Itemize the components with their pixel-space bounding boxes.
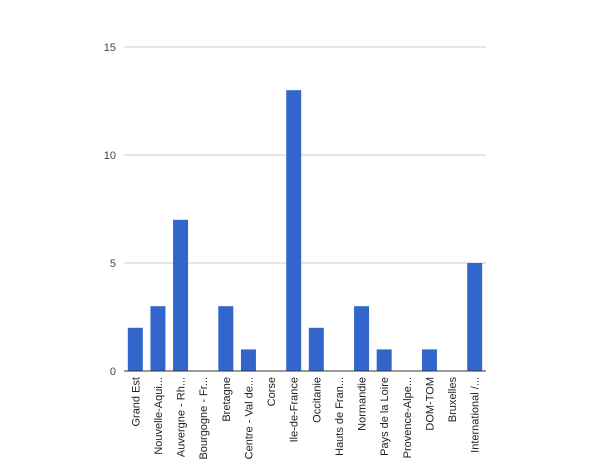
x-category-label: Bourgogne - Fr... (198, 377, 210, 460)
y-axis-tick-labels: 0 5 10 15 (104, 42, 116, 378)
bar-11 (376, 349, 392, 371)
x-category-label: Hauts de Fran... (334, 377, 346, 456)
y-tick-label: 15 (104, 42, 116, 54)
bar-4 (218, 306, 234, 371)
x-category-label: Grand Est (130, 377, 142, 427)
bar-13 (421, 349, 437, 371)
x-category-label: Occitanie (311, 377, 323, 423)
bars (127, 90, 483, 371)
x-category-label: Corse (266, 377, 278, 406)
bar-1 (150, 306, 166, 371)
x-category-label: Nouvelle-Aqui... (153, 377, 165, 455)
bar-0 (127, 327, 143, 371)
bar-7 (286, 90, 302, 371)
bar-5 (240, 349, 256, 371)
bar-15 (467, 263, 483, 371)
bar-10 (354, 306, 370, 371)
bar-8 (308, 327, 324, 371)
x-category-label: Auvergne - Rh... (176, 377, 188, 457)
y-tick-label: 5 (110, 258, 116, 270)
x-category-label: Bruxelles (447, 377, 459, 423)
x-category-label: Bretagne (221, 377, 233, 422)
x-category-label: DOM-TOM (424, 377, 436, 431)
x-category-label: Pays de la Loire (379, 377, 391, 456)
x-category-label: Centre - Val de... (243, 377, 255, 459)
x-axis-category-labels: Grand Est Nouvelle-Aqui... Auvergne - Rh..… (130, 377, 481, 460)
bar-2 (173, 219, 189, 371)
y-tick-label: 10 (104, 150, 116, 162)
y-tick-label: 0 (110, 366, 116, 378)
x-category-label: Provence-Alpe... (402, 377, 414, 458)
x-category-label: Normandie (357, 377, 369, 431)
x-category-label: International /... (470, 377, 482, 453)
x-category-label: Ile-de-France (289, 377, 301, 442)
